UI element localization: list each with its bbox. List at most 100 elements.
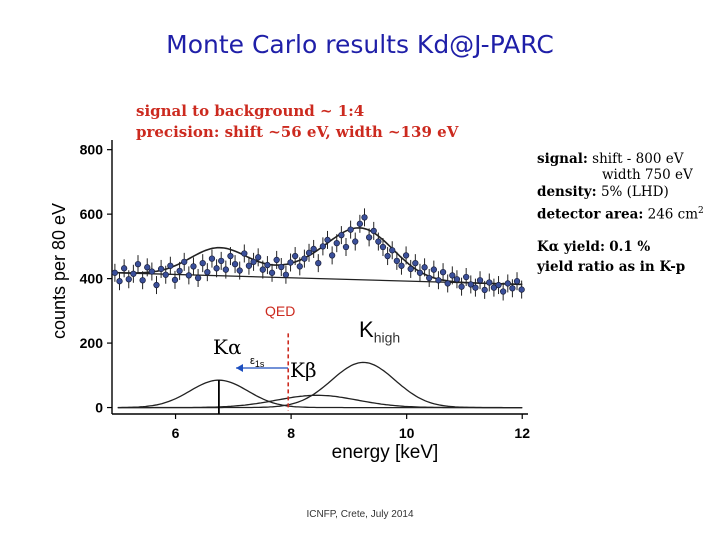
slide-title: Monte Carlo results Kd@J-PARC [166,30,554,59]
y-tick-label: 800 [80,142,104,158]
data-point [342,238,350,257]
data-point [467,275,474,294]
data-point [352,232,359,251]
precision-note: precision: shift ~56 eV, width ~139 eV [136,123,459,141]
data-point [500,282,507,301]
data-point [231,255,239,274]
e1s-arrow-head [236,364,243,372]
data-point [250,252,257,271]
data-point [389,241,396,260]
data-point [319,237,327,256]
data-point [185,266,192,285]
data-point [125,270,132,289]
density-param: density: 5% (LHD) [537,184,669,200]
y-axis-label: counts per 80 eV [49,203,69,339]
data-point [120,259,128,278]
e1s-label: ε1s [250,355,264,369]
detector-area-label: detector area: [537,206,644,223]
data-point [218,251,225,270]
peak-curve-khigh [117,361,523,409]
data-point [144,258,151,277]
total-fit-curve [117,227,523,286]
data-point [111,263,119,282]
density-value: 5% (LHD) [600,184,669,200]
qed-label: QED [265,303,296,319]
detector-area-param: detector area: 246 cm2 [537,203,704,223]
density-label: density: [537,184,597,200]
data-point [324,230,331,249]
data-point [301,249,308,268]
data-point [194,268,202,287]
data-point [278,258,285,277]
data-point [509,279,516,298]
data-point [116,272,123,291]
data-point [504,274,511,293]
y-tick-label: 0 [95,400,103,416]
data-point [292,247,299,266]
data-point [412,254,419,273]
data-point [444,274,451,293]
yield-ratio-note: yield ratio as in K-p [537,259,686,275]
data-point [347,220,354,239]
y-tick-label: 600 [80,206,104,222]
data-point [222,260,229,279]
data-point [486,273,493,292]
data-point [264,256,271,275]
e1s-symbol: ε [250,355,255,367]
data-point [495,276,502,295]
data-point [435,271,442,290]
data-point [393,251,400,270]
data-point [490,278,498,297]
data-point [407,259,414,278]
data-point [518,280,525,299]
data-point [162,265,169,284]
data-point [416,263,424,282]
x-tick-label: 12 [514,425,530,441]
yield-label: Kα yield: [537,239,605,255]
data-point [204,263,211,282]
data-point [379,238,387,257]
data-point [282,265,290,284]
data-point [402,246,410,265]
data-point [296,257,303,276]
data-point [245,256,253,275]
data-point [153,276,160,295]
data-point [481,280,488,299]
data-point [333,234,340,253]
data-point [370,221,377,240]
x-tick-label: 6 [172,425,180,441]
data-point [273,250,280,269]
y-tick-label: 400 [80,271,104,287]
k-alpha-label: Kα [213,335,242,359]
x-tick-label: 8 [287,425,295,441]
data-point [199,254,206,273]
data-point [259,260,266,279]
detector-area-unit-exponent: 2 [698,206,704,216]
data-point [227,247,234,266]
data-point [421,258,428,277]
data-point [305,243,313,262]
signal-width-value: width 750 eV [602,167,693,183]
data-point [167,256,174,275]
data-point [134,255,142,274]
data-point [356,214,364,233]
e1s-subscript: 1s [254,359,265,370]
k-beta-label: Kβ [290,358,317,382]
data-point [453,270,461,289]
data-point [255,248,262,267]
data-point [365,228,373,247]
data-point [287,253,294,272]
k-high-subscript: high [373,329,401,346]
k-high-main: K [359,317,374,342]
data-point [449,266,456,285]
data-point [241,244,248,263]
data-point [208,249,216,268]
data-point [213,259,220,278]
signal-shift-value: shift - 800 eV [592,151,684,167]
data-point [476,271,484,290]
data-point [375,232,382,251]
data-point [315,254,322,273]
k-high-label: Khigh [359,317,400,345]
data-point [513,272,521,291]
data-point [171,270,179,289]
